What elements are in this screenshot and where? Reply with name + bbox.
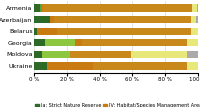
- Bar: [82, 39, 187, 46]
- Bar: [50, 16, 54, 23]
- Bar: [45, 39, 75, 46]
- Bar: [34, 62, 47, 70]
- Bar: [93, 62, 187, 70]
- Bar: [75, 39, 82, 46]
- Bar: [34, 39, 45, 46]
- Bar: [197, 4, 198, 12]
- Bar: [187, 62, 198, 70]
- Bar: [196, 16, 198, 23]
- Bar: [34, 51, 42, 58]
- Bar: [34, 16, 50, 23]
- Bar: [131, 51, 187, 58]
- Bar: [192, 4, 197, 12]
- Bar: [191, 16, 196, 23]
- Bar: [70, 51, 131, 58]
- Bar: [57, 27, 191, 35]
- Bar: [187, 39, 198, 46]
- Bar: [47, 62, 93, 70]
- Bar: [40, 4, 41, 12]
- Bar: [34, 27, 37, 35]
- Bar: [187, 51, 198, 58]
- Bar: [54, 16, 191, 23]
- Bar: [191, 27, 198, 35]
- Bar: [41, 4, 43, 12]
- Bar: [37, 27, 57, 35]
- Bar: [42, 51, 70, 58]
- Bar: [34, 4, 40, 12]
- Legend: Ia: Strict Nature Reserve, Ib: Wilderness Area, II: National Park, IV: Habitat/S: Ia: Strict Nature Reserve, Ib: Wildernes…: [35, 102, 200, 107]
- Bar: [43, 4, 192, 12]
